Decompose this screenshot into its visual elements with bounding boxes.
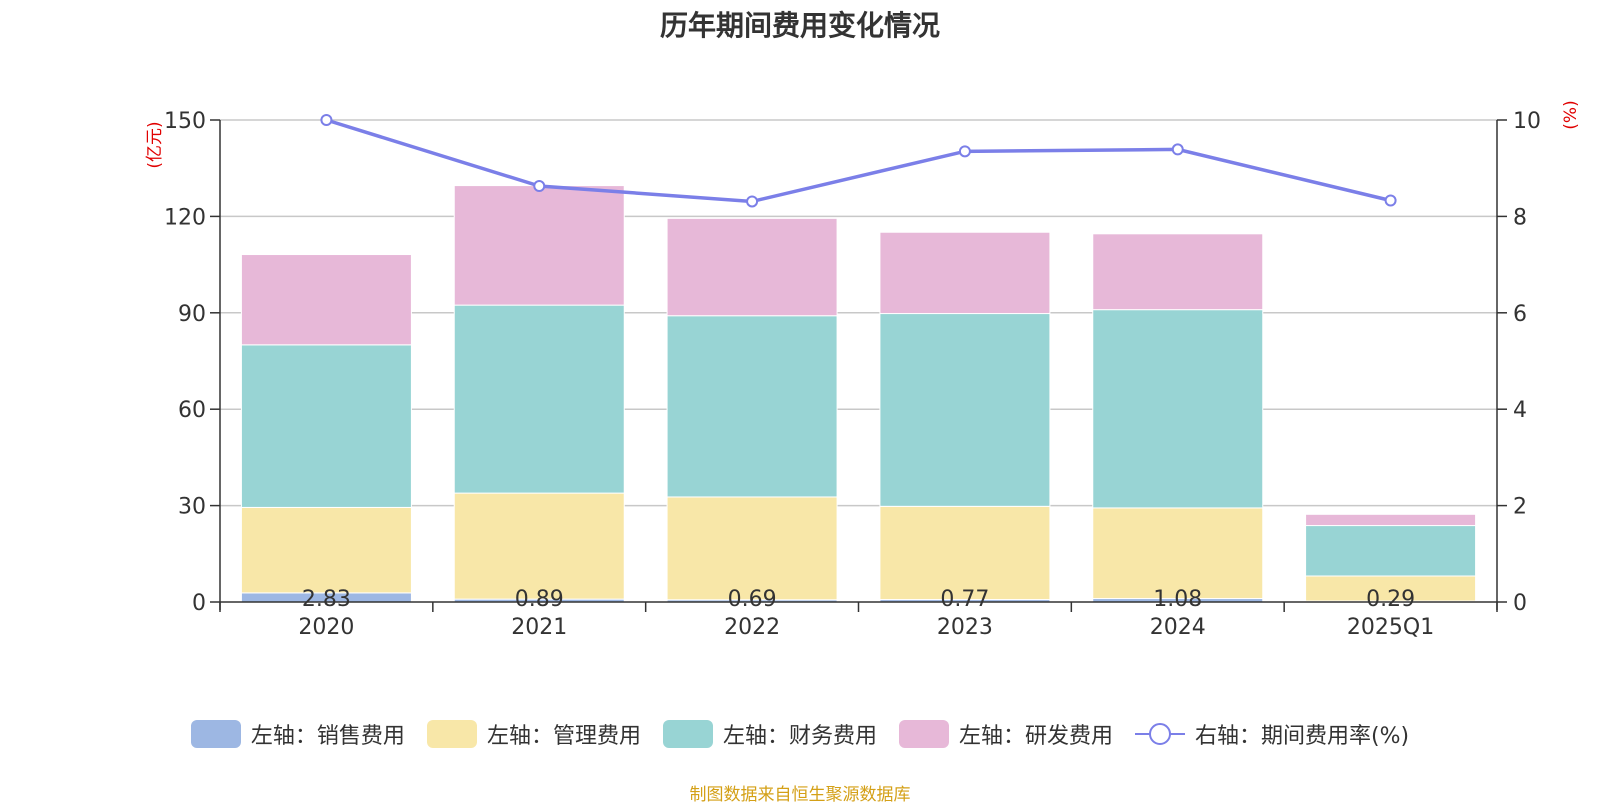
right-tick-label: 0 xyxy=(1513,591,1527,616)
data-label: 0.77 xyxy=(940,587,989,612)
right-tick-label: 6 xyxy=(1513,302,1527,327)
data-label: 2.83 xyxy=(302,587,351,612)
line-point xyxy=(320,114,333,126)
bar-segment xyxy=(240,506,412,594)
legend-item[interactable]: 左轴：管理费用 xyxy=(426,718,641,750)
legend-item[interactable]: 左轴：财务费用 xyxy=(662,718,877,750)
data-label: 0.69 xyxy=(728,587,777,612)
right-axis-label: (%) xyxy=(1561,100,1581,129)
data-label: 0.89 xyxy=(515,587,564,612)
left-axis-label: (亿元) xyxy=(145,121,165,168)
x-tick-label: 2025Q1 xyxy=(1347,615,1434,640)
legend-swatch xyxy=(426,720,477,748)
bar-series xyxy=(240,185,1477,603)
left-tick-label: 90 xyxy=(178,302,206,327)
line-point xyxy=(746,195,759,208)
right-tick-label: 8 xyxy=(1513,205,1527,230)
legend-label: 左轴：财务费用 xyxy=(722,724,877,749)
bar-segment xyxy=(1305,513,1477,527)
chart-title: 历年期间费用变化情况 xyxy=(659,9,940,42)
bar-segment xyxy=(1092,309,1264,509)
legend-label: 右轴：期间费用率(%) xyxy=(1194,724,1410,749)
bar-segment xyxy=(240,254,412,346)
legend-item[interactable]: 右轴：期间费用率(%) xyxy=(1134,718,1410,750)
bar-segment xyxy=(1092,507,1264,600)
line-point xyxy=(1171,143,1184,156)
line-path xyxy=(325,118,1391,204)
legend-line-marker xyxy=(1134,720,1185,748)
left-tick-label: 150 xyxy=(164,109,206,134)
bar-segment xyxy=(879,505,1051,601)
line-series xyxy=(320,114,1397,208)
x-tick-label: 2020 xyxy=(298,615,354,640)
x-tick-label: 2024 xyxy=(1150,615,1206,640)
grid-lines xyxy=(220,119,1497,507)
legend-label: 左轴：研发费用 xyxy=(958,724,1113,749)
source-note: 制图数据来自恒生聚源数据库 xyxy=(689,785,911,805)
legend-label: 左轴：管理费用 xyxy=(486,724,641,749)
bar-segment xyxy=(240,344,412,508)
legend-label: 左轴：销售费用 xyxy=(250,724,405,749)
left-tick-label: 120 xyxy=(164,205,206,230)
right-tick-label: 10 xyxy=(1513,109,1541,134)
legend: 左轴：销售费用 左轴：管理费用 左轴：财务费用 左轴：研发费用 右轴：期间费用率(%) xyxy=(0,718,1600,750)
bar-segment xyxy=(453,304,625,494)
data-labels: 2.83 0.89 0.69 0.77 1.08 0.29 xyxy=(302,587,1415,612)
bar-segment xyxy=(1092,233,1264,311)
line-point xyxy=(1384,194,1397,207)
legend-item[interactable]: 左轴：销售费用 xyxy=(190,718,405,750)
left-tick-label: 0 xyxy=(192,591,206,616)
data-label: 0.29 xyxy=(1366,587,1415,612)
bar-segment xyxy=(666,496,838,601)
legend-item[interactable]: 左轴：研发费用 xyxy=(898,718,1113,750)
right-tick-label: 2 xyxy=(1513,495,1527,520)
x-tick-label: 2021 xyxy=(511,615,567,640)
right-tick-label: 4 xyxy=(1513,398,1527,423)
bar-segment xyxy=(1305,525,1477,577)
legend-swatch xyxy=(190,720,241,748)
data-label: 1.08 xyxy=(1153,587,1202,612)
left-tick-label: 30 xyxy=(178,495,206,520)
bar-segment xyxy=(879,231,1051,315)
axes: 0 30 60 90 120 150 0 2 4 6 8 10 2020 2021 2022 2023 2024… xyxy=(145,100,1581,640)
bar-segment xyxy=(666,315,838,498)
x-tick-label: 2023 xyxy=(937,615,993,640)
legend-swatch xyxy=(898,720,949,748)
line-point xyxy=(533,180,546,193)
x-tick-label: 2022 xyxy=(724,615,780,640)
bar-segment xyxy=(453,185,625,306)
bar-segment xyxy=(453,492,625,600)
left-tick-label: 60 xyxy=(178,398,206,423)
legend-swatch xyxy=(662,720,713,748)
bar-segment xyxy=(666,217,838,317)
bar-segment xyxy=(879,313,1051,507)
line-point xyxy=(958,145,971,158)
